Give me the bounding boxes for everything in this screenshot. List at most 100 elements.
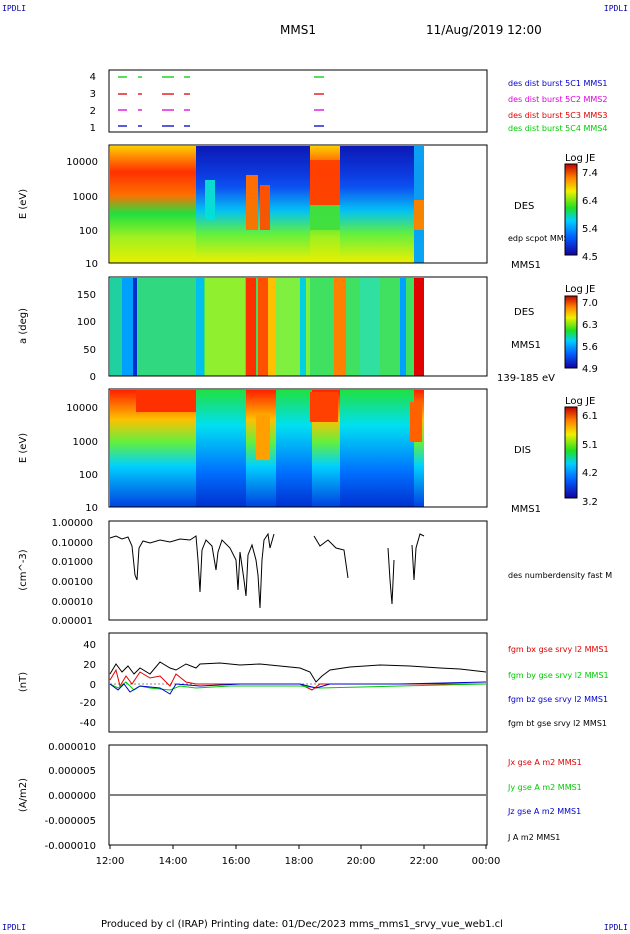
burst-ytick-2: 2 bbox=[90, 106, 96, 117]
des-energy-label: DES bbox=[514, 201, 534, 212]
bfield-bt-line bbox=[109, 661, 487, 683]
bfield-ytick-neg20: -20 bbox=[80, 698, 96, 709]
dis-energy-colorbar bbox=[564, 406, 578, 499]
x-tick-label: 22:00 bbox=[410, 856, 439, 867]
des-energy-ylabel: E (eV) bbox=[18, 189, 29, 219]
x-tick-label: 16:00 bbox=[222, 856, 251, 867]
burst-ytick-1: 1 bbox=[90, 123, 96, 134]
dis-energy-cbar-tick-0: 6.1 bbox=[582, 411, 598, 422]
density-ytick-5: 0.00001 bbox=[52, 616, 93, 627]
des-pitch-ytick-100: 100 bbox=[77, 317, 96, 328]
current-ytick-3: -0.000005 bbox=[45, 816, 96, 827]
panel-current-density: 0.000010 0.000005 0.000000 -0.000005 -0.… bbox=[18, 742, 582, 852]
date-title: 11/Aug/2019 12:00 bbox=[426, 23, 542, 37]
corner-label-tr: IPDLI bbox=[603, 4, 628, 13]
panel-burst: 4 3 2 1 des dist burst 5C1 MMS1 bbox=[90, 69, 607, 134]
des-energy-spacecraft: MMS1 bbox=[511, 260, 541, 271]
density-ytick-2: 0.01000 bbox=[52, 557, 93, 568]
bfield-ytick-20: 20 bbox=[83, 660, 96, 671]
des-pitch-cbar-tick-1: 6.3 bbox=[582, 320, 598, 331]
burst-legend-5c2: des dist burst 5C2 MMS2 bbox=[508, 95, 607, 104]
current-legend-jz: Jz gse A m2 MMS1 bbox=[507, 807, 581, 816]
bfield-legend-bz: fgm bz gse srvy l2 MMS1 bbox=[508, 695, 608, 704]
panel-burst-frame bbox=[108, 69, 488, 133]
des-pitch-cbar-tick-2: 5.6 bbox=[582, 342, 598, 353]
dis-energy-cbar-tick-3: 3.2 bbox=[582, 497, 598, 508]
mission-title: MMS1 bbox=[280, 23, 316, 37]
des-energy-cbar-tick-0: 7.4 bbox=[582, 168, 598, 179]
density-legend: des numberdensity fast M bbox=[508, 571, 612, 580]
current-ylabel: (A/m2) bbox=[18, 778, 29, 812]
dis-energy-spacecraft: MMS1 bbox=[511, 504, 541, 515]
x-tick-label: 12:00 bbox=[96, 856, 125, 867]
density-line bbox=[109, 532, 425, 609]
current-frame bbox=[108, 744, 488, 846]
x-tick-label: 20:00 bbox=[347, 856, 376, 867]
des-energy-scpot-label: edp scpot MMS1 bbox=[508, 234, 574, 243]
burst-marks bbox=[118, 76, 324, 127]
current-legend-jy: Jy gse A m2 MMS1 bbox=[507, 783, 582, 792]
des-pitch-cbar-tick-3: 4.9 bbox=[582, 364, 598, 375]
bfield-ylabel: (nT) bbox=[18, 672, 29, 692]
bfield-bx-line bbox=[109, 668, 486, 691]
dis-energy-streaks bbox=[136, 390, 422, 507]
bfield-ytick-40: 40 bbox=[83, 640, 96, 651]
x-tick-label: 18:00 bbox=[285, 856, 314, 867]
dis-energy-ylabel: E (eV) bbox=[18, 433, 29, 463]
des-energy-ytick-10: 10 bbox=[85, 259, 98, 270]
panel-des-pitch: 150 100 50 0 a (deg) DES MMS1 139-185 eV… bbox=[18, 276, 598, 384]
des-pitch-ylabel: a (deg) bbox=[18, 308, 29, 344]
des-energy-ytick-1000: 1000 bbox=[73, 192, 98, 203]
des-energy-cbar-title: Log JE bbox=[565, 153, 595, 164]
density-ytick-0: 1.00000 bbox=[52, 518, 93, 529]
des-pitch-spacecraft: MMS1 bbox=[511, 340, 541, 351]
des-energy-ytick-100: 100 bbox=[79, 226, 98, 237]
des-pitch-ytick-0: 0 bbox=[90, 372, 96, 383]
current-ytick-2: 0.000000 bbox=[48, 791, 96, 802]
des-pitch-colorbar bbox=[564, 295, 578, 369]
current-ytick-1: 0.000005 bbox=[48, 766, 96, 777]
des-energy-cbar-tick-3: 4.5 bbox=[582, 252, 598, 263]
des-energy-cbar-tick-1: 6.4 bbox=[582, 196, 598, 207]
des-pitch-energy-range: 139-185 eV bbox=[497, 373, 555, 384]
x-tick-label: 14:00 bbox=[159, 856, 188, 867]
bfield-ytick-0: 0 bbox=[90, 680, 96, 691]
x-axis: 12:00 14:00 16:00 18:00 20:00 22:00 00:0… bbox=[96, 845, 500, 867]
dis-energy-label: DIS bbox=[514, 445, 531, 456]
des-pitch-ytick-150: 150 bbox=[77, 290, 96, 301]
corner-label-tl: IPDLI bbox=[2, 4, 27, 13]
dis-energy-cbar-title: Log JE bbox=[565, 396, 595, 407]
density-ytick-3: 0.00100 bbox=[52, 577, 93, 588]
panel-magnetic-field: 40 20 0 -20 -40 (nT) fgm bx gse srvy l2 … bbox=[18, 632, 609, 733]
current-legend-j: J A m2 MMS1 bbox=[507, 833, 560, 842]
des-pitch-frame bbox=[108, 276, 488, 377]
corner-label-br: IPDLI bbox=[603, 923, 628, 932]
corner-label-bl: IPDLI bbox=[2, 923, 27, 932]
des-energy-spectrogram-streaks bbox=[196, 146, 424, 263]
panel-dis-energy: 10000 1000 100 10 E (eV) DIS MMS1 Log JE… bbox=[18, 388, 598, 515]
density-ylabel: (cm^-3) bbox=[18, 549, 29, 590]
current-ytick-0: 0.000010 bbox=[48, 742, 96, 753]
des-pitch-label: DES bbox=[514, 307, 534, 318]
bfield-bz-line bbox=[109, 681, 487, 695]
current-ytick-4: -0.000010 bbox=[45, 841, 96, 852]
density-ytick-4: 0.00010 bbox=[52, 597, 93, 608]
density-ytick-1: 0.10000 bbox=[52, 538, 93, 549]
x-axis-ticks bbox=[109, 845, 487, 849]
des-energy-ytick-10000: 10000 bbox=[66, 157, 98, 168]
bfield-legend-by: fgm by gse srvy l2 MMS1 bbox=[508, 671, 609, 680]
burst-ytick-3: 3 bbox=[90, 89, 96, 100]
burst-legend-5c3: des dist burst 5C3 MMS3 bbox=[508, 111, 607, 120]
dis-energy-cbar-tick-2: 4.2 bbox=[582, 468, 598, 479]
des-pitch-ytick-50: 50 bbox=[83, 345, 96, 356]
dis-energy-ytick-10000: 10000 bbox=[66, 403, 98, 414]
des-energy-colorbar bbox=[564, 163, 578, 256]
footer-credit: Produced by cl (IRAP) Printing date: 01/… bbox=[101, 919, 503, 930]
des-energy-frame bbox=[108, 144, 488, 264]
des-energy-cbar-tick-2: 5.4 bbox=[582, 224, 598, 235]
dis-energy-ytick-100: 100 bbox=[79, 470, 98, 481]
burst-ytick-4: 4 bbox=[90, 72, 96, 83]
dis-energy-frame bbox=[108, 388, 488, 508]
bfield-frame bbox=[108, 632, 488, 733]
